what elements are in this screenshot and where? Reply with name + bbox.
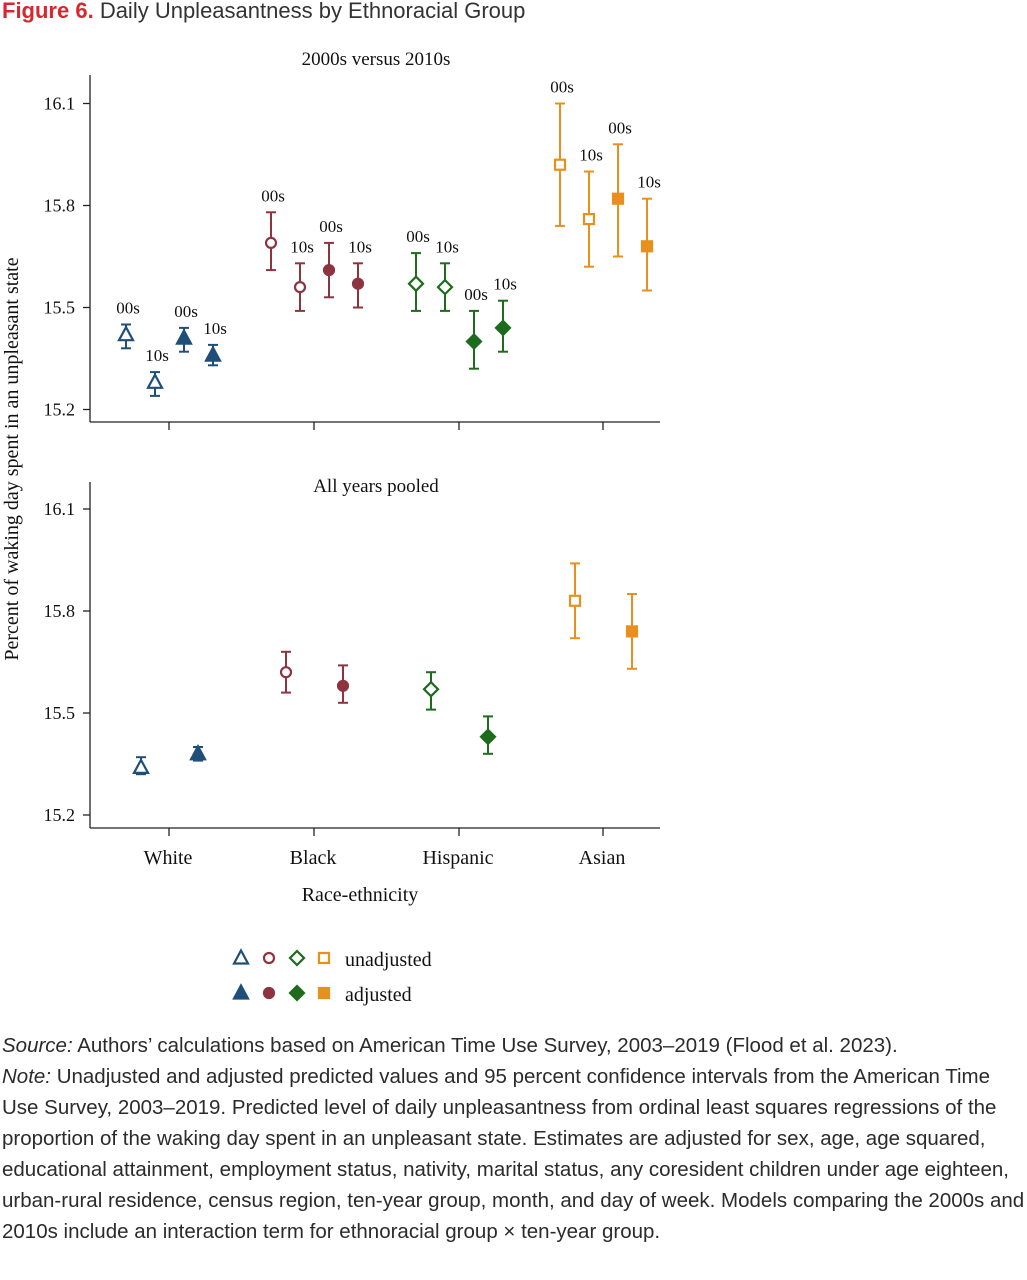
legend-marker-unadjusted [317, 951, 331, 965]
legend-adjusted-label: adjusted [345, 984, 412, 1006]
legend-marker-adjusted [232, 983, 250, 1000]
data-point [322, 264, 336, 277]
legend-marker-adjusted [288, 984, 306, 1002]
legend-marker-unadjusted [262, 951, 276, 965]
legend-marker-adjusted [262, 986, 276, 1000]
x-tick-label: Asian [579, 847, 626, 869]
source-text: Authors’ calculations based on American … [72, 1034, 898, 1057]
data-point [407, 275, 425, 293]
x-tick-label: Black [290, 847, 337, 869]
panel-title: 2000s versus 2010s [302, 49, 451, 70]
y-tick-label: 16.1 [44, 94, 76, 114]
data-point [422, 680, 440, 698]
x-tick-label: Hispanic [422, 847, 493, 869]
data-point [568, 594, 582, 607]
point-label: 00s [608, 118, 632, 137]
data-point [640, 240, 654, 253]
legend-marker-adjusted [317, 986, 331, 1000]
panel-title: All years pooled [313, 476, 439, 497]
figure-notes: Source: Authors’ calculations based on A… [2, 1030, 1026, 1247]
data-point [611, 192, 625, 205]
figure-title-text: Daily Unpleasantness by Ethnoracial Grou… [99, 0, 526, 23]
point-label: 10s [290, 237, 314, 256]
point-label: 00s [319, 217, 343, 236]
point-label: 10s [435, 237, 459, 256]
data-point [293, 281, 307, 294]
data-point [351, 277, 365, 290]
y-tick-label: 15.8 [44, 196, 76, 216]
data-point [336, 679, 350, 692]
data-point [553, 158, 567, 171]
note-label: Note: [2, 1065, 51, 1088]
data-point [132, 757, 150, 775]
point-label: 00s [550, 78, 574, 97]
data-point [436, 278, 454, 296]
data-point [204, 345, 222, 362]
point-label: 00s [116, 299, 140, 318]
legend-unadjusted-label: unadjusted [345, 949, 432, 971]
data-point [117, 324, 135, 342]
point-label: 00s [174, 302, 198, 321]
point-label: 00s [464, 285, 488, 304]
point-label: 10s [493, 275, 517, 294]
y-tick-label: 15.5 [44, 703, 76, 723]
method-note: Note: Unadjusted and adjusted predicted … [2, 1061, 1026, 1247]
source-note: Source: Authors’ calculations based on A… [2, 1030, 1026, 1061]
data-point [479, 728, 497, 746]
data-point [279, 666, 293, 679]
data-point [494, 319, 512, 337]
point-label: 10s [348, 237, 372, 256]
source-label: Source: [2, 1034, 73, 1057]
legend-marker-unadjusted [232, 948, 250, 965]
y-tick-label: 15.2 [44, 400, 76, 420]
point-label: 00s [261, 186, 285, 205]
x-axis-label: Race-ethnicity [302, 884, 419, 906]
data-point [175, 328, 193, 345]
data-point [465, 332, 483, 351]
x-tick-label: White [144, 847, 193, 869]
point-label: 10s [145, 346, 169, 365]
figure-label: Figure 6. [2, 0, 94, 23]
point-label: 10s [203, 319, 227, 338]
point-label: 00s [406, 227, 430, 246]
chart: Percent of waking day spent in an unplea… [1, 49, 661, 1006]
y-tick-label: 15.2 [44, 805, 76, 825]
y-axis-label: Percent of waking day spent in an unplea… [1, 257, 23, 660]
point-label: 10s [579, 146, 603, 165]
point-label: 10s [637, 173, 661, 192]
note-text: Unadjusted and adjusted predicted values… [2, 1065, 1025, 1243]
legend-marker-unadjusted [288, 949, 306, 967]
figure-title: Figure 6. Daily Unpleasantness by Ethnor… [2, 0, 525, 24]
y-tick-label: 16.1 [44, 499, 76, 519]
y-tick-label: 15.8 [44, 601, 76, 621]
data-point [625, 625, 639, 638]
data-point [189, 743, 207, 761]
y-tick-label: 15.5 [44, 298, 76, 318]
data-point [146, 372, 164, 389]
data-point [264, 236, 278, 249]
data-point [582, 213, 596, 226]
